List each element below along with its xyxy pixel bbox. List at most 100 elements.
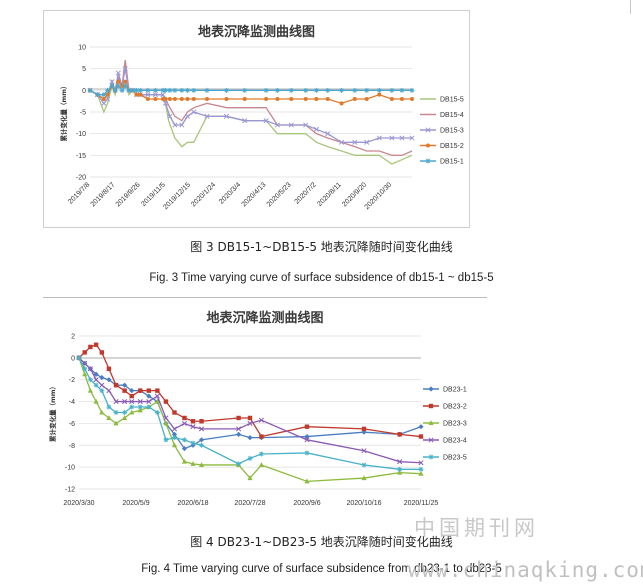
y-tick-label: 0	[71, 355, 75, 362]
data-point	[145, 92, 151, 98]
data-point	[199, 442, 205, 448]
legend-label: DB23-1	[443, 387, 467, 394]
data-point	[325, 131, 331, 137]
data-point	[93, 398, 99, 404]
legend-label: DB15-4	[440, 112, 464, 119]
data-point	[288, 122, 294, 128]
data-point	[115, 83, 121, 89]
data-point	[88, 344, 93, 350]
data-point	[171, 435, 177, 441]
data-point	[198, 426, 205, 432]
data-point	[119, 87, 125, 93]
y-tick-label: -8	[69, 443, 75, 450]
data-point	[179, 87, 185, 93]
data-point	[76, 355, 82, 361]
data-point	[190, 461, 196, 466]
data-point	[82, 350, 87, 355]
data-point	[116, 79, 121, 84]
y-tick-label: -20	[76, 175, 86, 182]
data-point	[313, 87, 319, 93]
data-point	[146, 388, 152, 393]
x-tick-label: 2020/1/24	[190, 181, 217, 208]
x-tick-label: 2020/3/30	[63, 500, 94, 507]
legend-label: DB23-3	[443, 421, 467, 428]
data-point	[264, 97, 269, 101]
data-point	[361, 448, 367, 454]
data-point	[204, 97, 209, 101]
data-point	[236, 426, 242, 432]
data-point	[160, 92, 166, 98]
data-point	[112, 87, 118, 93]
data-point	[162, 100, 169, 106]
data-point	[409, 135, 415, 141]
data-point	[126, 87, 132, 93]
data-point	[242, 87, 248, 93]
data-point	[242, 118, 248, 124]
data-point	[325, 97, 330, 101]
data-point	[258, 451, 264, 457]
data-point	[258, 462, 264, 467]
data-point	[304, 450, 310, 456]
data-point	[106, 366, 112, 371]
data-point	[303, 122, 309, 128]
data-point	[179, 97, 184, 101]
data-point	[204, 87, 210, 93]
data-point	[247, 455, 253, 461]
data-point	[122, 382, 128, 388]
data-point	[129, 393, 134, 399]
data-point	[115, 70, 121, 76]
x-tick-label: 2019/11/5	[140, 181, 167, 208]
data-point	[129, 404, 135, 410]
data-point	[87, 377, 93, 383]
data-point	[129, 399, 135, 405]
data-point	[223, 113, 230, 119]
y-tick-label: -5	[80, 110, 86, 117]
data-point	[304, 437, 310, 443]
data-point	[352, 97, 357, 101]
data-point	[352, 139, 358, 145]
x-tick-label: 2020/4/13	[241, 181, 268, 208]
data-point	[172, 410, 177, 415]
data-point	[263, 87, 269, 93]
data-point	[428, 454, 434, 460]
data-point	[428, 386, 434, 392]
data-point	[109, 83, 115, 89]
data-point	[418, 434, 424, 439]
data-point	[181, 420, 188, 426]
data-point	[418, 470, 424, 476]
data-point	[105, 92, 110, 97]
data-point	[167, 97, 172, 101]
data-point	[120, 84, 125, 88]
data-point	[303, 87, 309, 93]
data-point	[361, 462, 367, 468]
data-point	[122, 410, 128, 415]
data-point	[145, 97, 150, 101]
data-point	[106, 388, 112, 394]
x-tick-label: 2020/10/16	[346, 500, 381, 507]
series-line-db15-3	[89, 68, 412, 143]
data-point	[418, 460, 424, 466]
data-point	[82, 371, 88, 377]
data-point	[425, 127, 431, 133]
data-point	[191, 109, 197, 115]
data-point	[204, 113, 210, 119]
data-point	[122, 66, 128, 72]
divider-line	[43, 297, 487, 298]
data-point	[152, 92, 158, 98]
data-point	[105, 96, 111, 102]
chart-2-plot: 2 0 -2 -4 -6 -8 -10 -12 2020/3/30 2020/5/9 2020/6/…	[48, 334, 467, 508]
x-tick-label: 2020/10/30	[364, 181, 394, 211]
data-point	[258, 417, 264, 423]
data-point	[361, 426, 367, 432]
data-point	[184, 113, 191, 119]
data-point	[137, 87, 143, 93]
data-point	[289, 97, 294, 101]
x-tick-label: 2020/7/2	[294, 181, 318, 205]
legend-label: DB23-5	[443, 455, 467, 462]
data-point	[106, 415, 112, 420]
data-point	[167, 87, 173, 93]
data-point	[288, 87, 294, 93]
y-tick-label: 5	[82, 66, 86, 73]
data-point	[113, 382, 119, 388]
data-point	[109, 79, 115, 85]
